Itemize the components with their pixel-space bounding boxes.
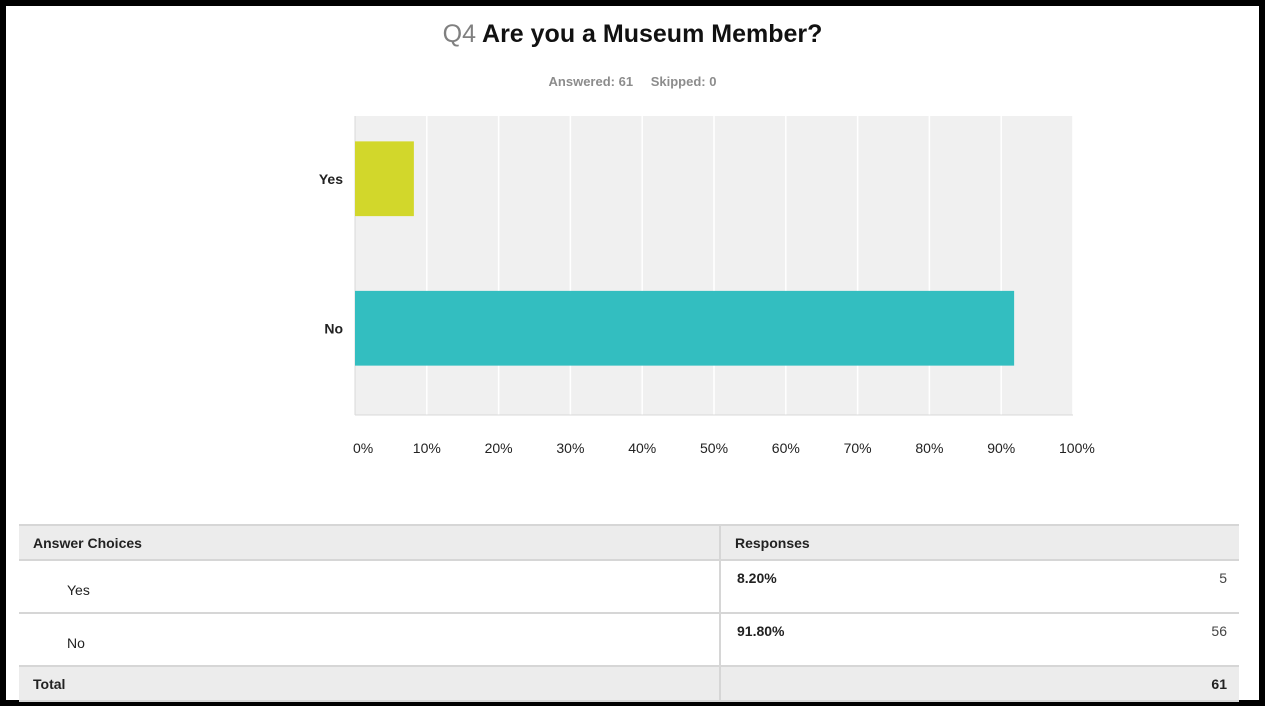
question-title: Q4 Are you a Museum Member? (6, 20, 1259, 49)
total-row: Total 61 (19, 665, 1239, 702)
x-tick-label: 70% (844, 440, 872, 456)
header-answer-choices: Answer Choices (19, 524, 721, 561)
table-header-row: Answer Choices Responses (19, 524, 1239, 561)
x-tick-label: 90% (987, 440, 1015, 456)
x-tick-label: 30% (556, 440, 584, 456)
x-tick-label: 0% (353, 440, 373, 456)
x-tick-label: 10% (413, 440, 441, 456)
header-responses: Responses (720, 524, 1239, 561)
bar-no (355, 290, 1015, 366)
category-label: No (324, 320, 343, 336)
row-percent: 91.80% (737, 623, 785, 639)
row-count: 5 (1219, 570, 1227, 586)
total-label: Total (19, 665, 721, 702)
responses-table: Answer Choices Responses Yes 8.20% 5 No … (19, 524, 1239, 702)
row-response: 91.80% 56 (720, 612, 1239, 667)
skipped-count: Skipped: 0 (650, 74, 717, 89)
x-tick-label: 80% (915, 440, 943, 456)
category-label: Yes (319, 171, 343, 187)
question-text: Are you a Museum Member? (482, 20, 823, 48)
response-stats: Answered: 61 Skipped: 0 (6, 74, 1259, 89)
row-count: 56 (1211, 623, 1227, 639)
x-tick-label: 20% (485, 440, 513, 456)
x-tick-label: 100% (1059, 440, 1095, 456)
total-value: 61 (720, 665, 1239, 702)
answered-count: Answered: 61 (548, 74, 634, 89)
bar-yes (355, 141, 414, 217)
x-tick-label: 60% (772, 440, 800, 456)
row-choice: No (19, 612, 721, 667)
table-row: No 91.80% 56 (19, 612, 1239, 667)
x-tick-label: 50% (700, 440, 728, 456)
x-tick-label: 40% (628, 440, 656, 456)
question-number: Q4 (442, 20, 476, 48)
row-response: 8.20% 5 (720, 559, 1239, 614)
row-choice: Yes (19, 559, 721, 614)
table-row: Yes 8.20% 5 (19, 559, 1239, 614)
bar-chart: 0% 10% 20% 30% 40% 50% 60% 70% 80% 90% 100% Yes No (319, 116, 1095, 456)
survey-result-panel: Q4 Are you a Museum Member? Answered: 61… (6, 6, 1259, 702)
row-percent: 8.20% (737, 570, 777, 586)
